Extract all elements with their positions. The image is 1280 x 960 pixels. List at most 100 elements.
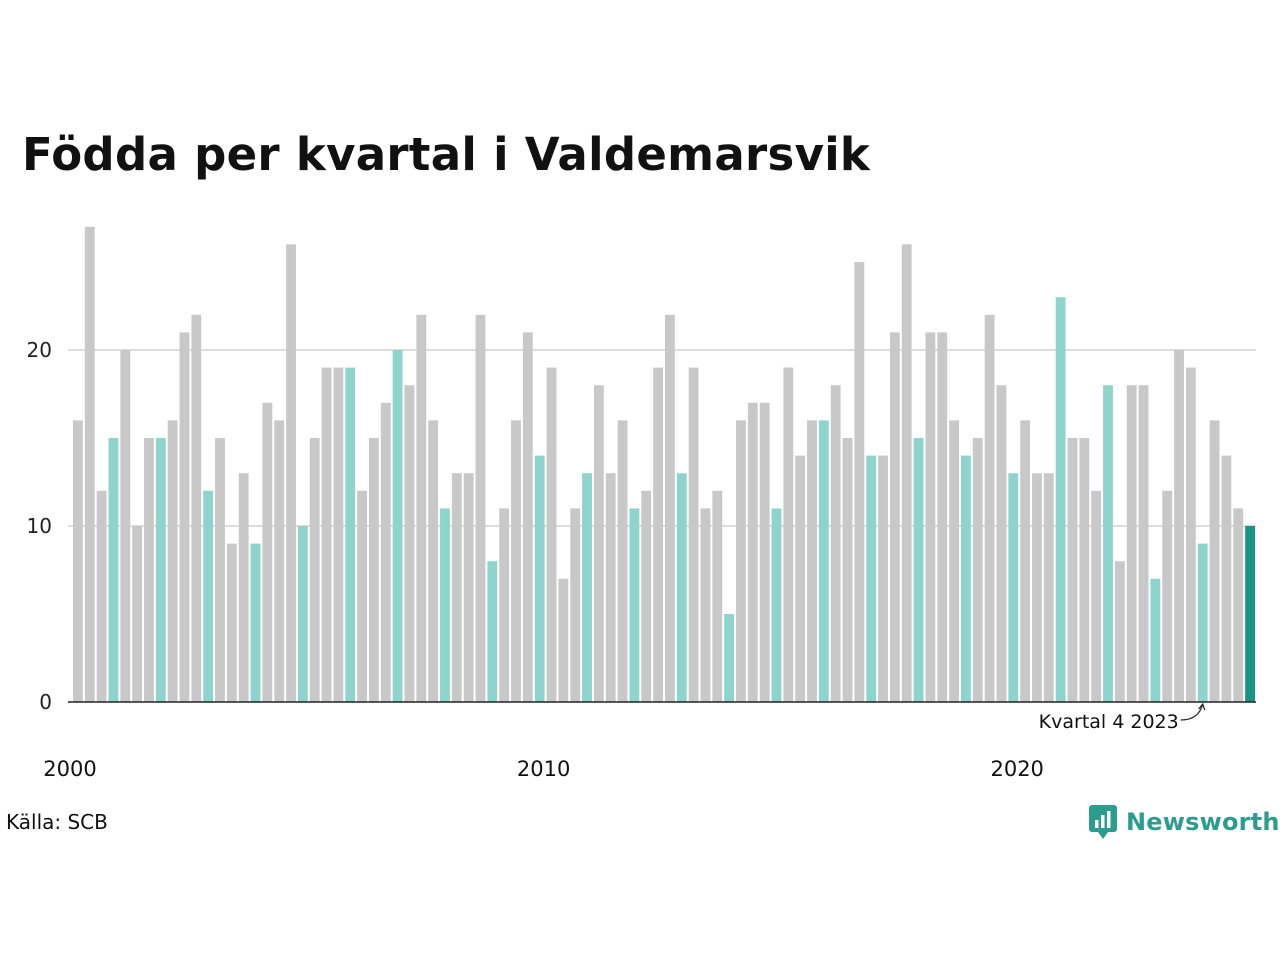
bar bbox=[665, 314, 675, 702]
bar bbox=[830, 385, 841, 702]
bar bbox=[736, 420, 746, 702]
bar bbox=[511, 420, 521, 702]
bar bbox=[984, 314, 995, 702]
x-axis-ticks: 2000 2010 2020 bbox=[43, 757, 1044, 781]
bar bbox=[1091, 490, 1102, 702]
bar bbox=[203, 490, 214, 702]
bar bbox=[937, 332, 948, 702]
bar bbox=[996, 385, 1007, 702]
bar bbox=[1055, 297, 1066, 702]
bars bbox=[73, 226, 1255, 703]
bar bbox=[807, 420, 817, 702]
annotation-label: Kvartal 4 2023 bbox=[1039, 711, 1179, 733]
bar bbox=[369, 438, 379, 702]
bar bbox=[155, 438, 166, 702]
bar bbox=[1103, 385, 1113, 702]
bar bbox=[1008, 473, 1019, 702]
bar bbox=[73, 420, 83, 702]
bar bbox=[546, 367, 557, 702]
bar bbox=[949, 420, 959, 702]
y-tick-label: 10 bbox=[27, 514, 52, 538]
bar bbox=[1067, 438, 1078, 702]
bar bbox=[700, 508, 711, 702]
source-note: Källa: SCB bbox=[6, 810, 108, 834]
bar bbox=[463, 473, 474, 702]
bar bbox=[1138, 385, 1149, 702]
bar bbox=[144, 438, 154, 702]
bar bbox=[1197, 543, 1208, 702]
bar bbox=[1126, 385, 1137, 702]
bar bbox=[1043, 473, 1054, 702]
bar bbox=[1079, 438, 1090, 702]
bar bbox=[357, 490, 367, 702]
bar bbox=[1209, 420, 1220, 702]
bar bbox=[250, 543, 261, 702]
bar bbox=[416, 314, 427, 702]
bar bbox=[1020, 420, 1031, 702]
bar bbox=[570, 508, 581, 702]
bar bbox=[712, 490, 723, 702]
bar bbox=[582, 473, 592, 702]
bar bbox=[1150, 578, 1161, 702]
bar bbox=[759, 402, 770, 702]
bar bbox=[440, 508, 450, 702]
bar bbox=[925, 332, 936, 702]
bar bbox=[534, 455, 545, 702]
bar bbox=[1162, 490, 1173, 702]
bar bbox=[404, 385, 415, 702]
bar bbox=[913, 438, 924, 702]
annotation: Kvartal 4 2023 bbox=[1039, 702, 1206, 733]
bar bbox=[961, 455, 971, 702]
logo-text: Newsworthy bbox=[1126, 808, 1280, 836]
y-tick-label: 0 bbox=[39, 690, 52, 714]
bar bbox=[84, 226, 95, 703]
bar bbox=[1032, 473, 1042, 702]
bar bbox=[1185, 367, 1196, 702]
bar bbox=[818, 420, 829, 702]
bar bbox=[392, 350, 403, 702]
bar bbox=[309, 438, 320, 702]
bar bbox=[428, 420, 439, 702]
x-tick-label: 2020 bbox=[990, 757, 1043, 781]
bar bbox=[1174, 350, 1184, 702]
bar bbox=[795, 455, 806, 702]
bar bbox=[1233, 508, 1244, 702]
bar bbox=[1245, 526, 1255, 702]
bar bbox=[878, 455, 888, 702]
bar bbox=[889, 332, 900, 702]
newsworthy-logo[interactable]: Newsworthy bbox=[1088, 804, 1280, 840]
bar bbox=[226, 543, 237, 702]
bar bbox=[558, 578, 569, 702]
bar bbox=[1114, 561, 1125, 702]
bar bbox=[179, 332, 190, 702]
bar bbox=[167, 420, 178, 702]
bar bbox=[747, 402, 758, 702]
bar bbox=[333, 367, 344, 702]
bar bbox=[724, 614, 735, 702]
bar bbox=[120, 350, 131, 702]
bar bbox=[380, 402, 391, 702]
bar bbox=[653, 367, 663, 702]
bar bbox=[475, 314, 486, 702]
bar bbox=[866, 455, 877, 702]
bar bbox=[499, 508, 510, 702]
bar bbox=[972, 438, 983, 702]
bar bbox=[487, 561, 498, 702]
bar bbox=[629, 508, 640, 702]
bar bbox=[96, 490, 107, 702]
bar bbox=[676, 473, 687, 702]
bar bbox=[238, 473, 249, 702]
bar bbox=[1221, 455, 1232, 702]
bar bbox=[262, 402, 273, 702]
newsworthy-icon bbox=[1089, 805, 1117, 839]
chart-title: Födda per kvartal i Valdemarsvik bbox=[22, 128, 871, 181]
annotation-arrowhead bbox=[1198, 702, 1206, 711]
y-tick-label: 20 bbox=[27, 338, 52, 362]
bar bbox=[641, 490, 652, 702]
bar bbox=[901, 244, 912, 702]
bar bbox=[215, 438, 225, 702]
bar bbox=[108, 438, 119, 702]
bar bbox=[286, 244, 296, 702]
bar bbox=[321, 367, 332, 702]
bar bbox=[771, 508, 782, 702]
